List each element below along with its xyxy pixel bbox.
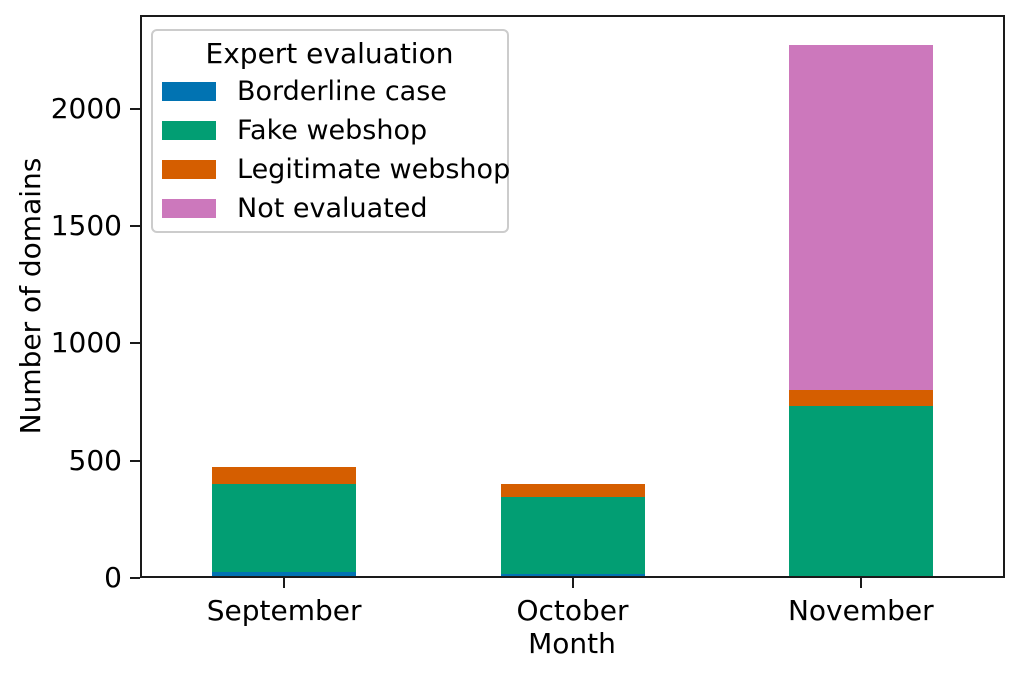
legend-label: Not evaluated: [237, 192, 428, 224]
x-tick-label-november: November: [787, 594, 934, 627]
bar-segment-legitimate-webshop-september: [212, 466, 357, 485]
legend-item-legitimate-webshop: Legitimate webshop: [162, 150, 510, 189]
y-tick-label: 1000: [50, 326, 122, 360]
legend-item-borderline-case: Borderline case: [162, 72, 497, 111]
legend-label: Legitimate webshop: [237, 153, 511, 185]
y-tick-label: 1500: [50, 209, 122, 243]
legend: Expert evaluation Borderline case Fake we…: [151, 29, 510, 233]
x-tick-label-september: September: [206, 594, 362, 627]
y-tickmark: [130, 342, 140, 345]
y-tick-label: 2000: [50, 91, 122, 125]
y-tickmark: [130, 577, 140, 579]
bar-segment-borderline-case-september: [212, 572, 357, 578]
bar-segment-legitimate-webshop-november: [788, 390, 933, 406]
x-tickmark: [571, 578, 574, 588]
legend-swatch-borderline-case: [162, 82, 216, 101]
bar-segment-not-evaluated-november: [788, 45, 933, 391]
y-axis-label: Number of domains: [14, 157, 47, 435]
legend-items: Borderline case Fake webshop Legitimate we…: [162, 72, 510, 228]
legend-label: Fake webshop: [237, 114, 428, 146]
x-tick-label-october: October: [516, 594, 629, 627]
bar-segment-legitimate-webshop-october: [500, 484, 645, 498]
legend-title: Expert evaluation: [205, 37, 454, 70]
bar-segment-fake-webshop-november: [788, 405, 933, 578]
x-tickmark: [859, 578, 862, 588]
legend-item-not-evaluated: Not evaluated: [162, 189, 497, 228]
legend-label: Borderline case: [237, 75, 447, 107]
legend-swatch-legitimate-webshop: [162, 160, 216, 179]
legend-swatch-fake-webshop: [162, 121, 216, 140]
bar-segment-fake-webshop-october: [500, 497, 645, 575]
y-tickmark: [130, 107, 140, 110]
x-tickmark: [283, 578, 286, 588]
y-tickmark: [130, 225, 140, 228]
legend-item-fake-webshop: Fake webshop: [162, 111, 497, 150]
y-tick-label: 500: [68, 443, 122, 477]
legend-swatch-not-evaluated: [162, 199, 216, 218]
bar-segment-fake-webshop-september: [212, 484, 357, 573]
y-tick-label: 0: [104, 561, 122, 594]
x-axis-label: Month: [528, 627, 616, 660]
y-tickmark: [130, 459, 140, 462]
